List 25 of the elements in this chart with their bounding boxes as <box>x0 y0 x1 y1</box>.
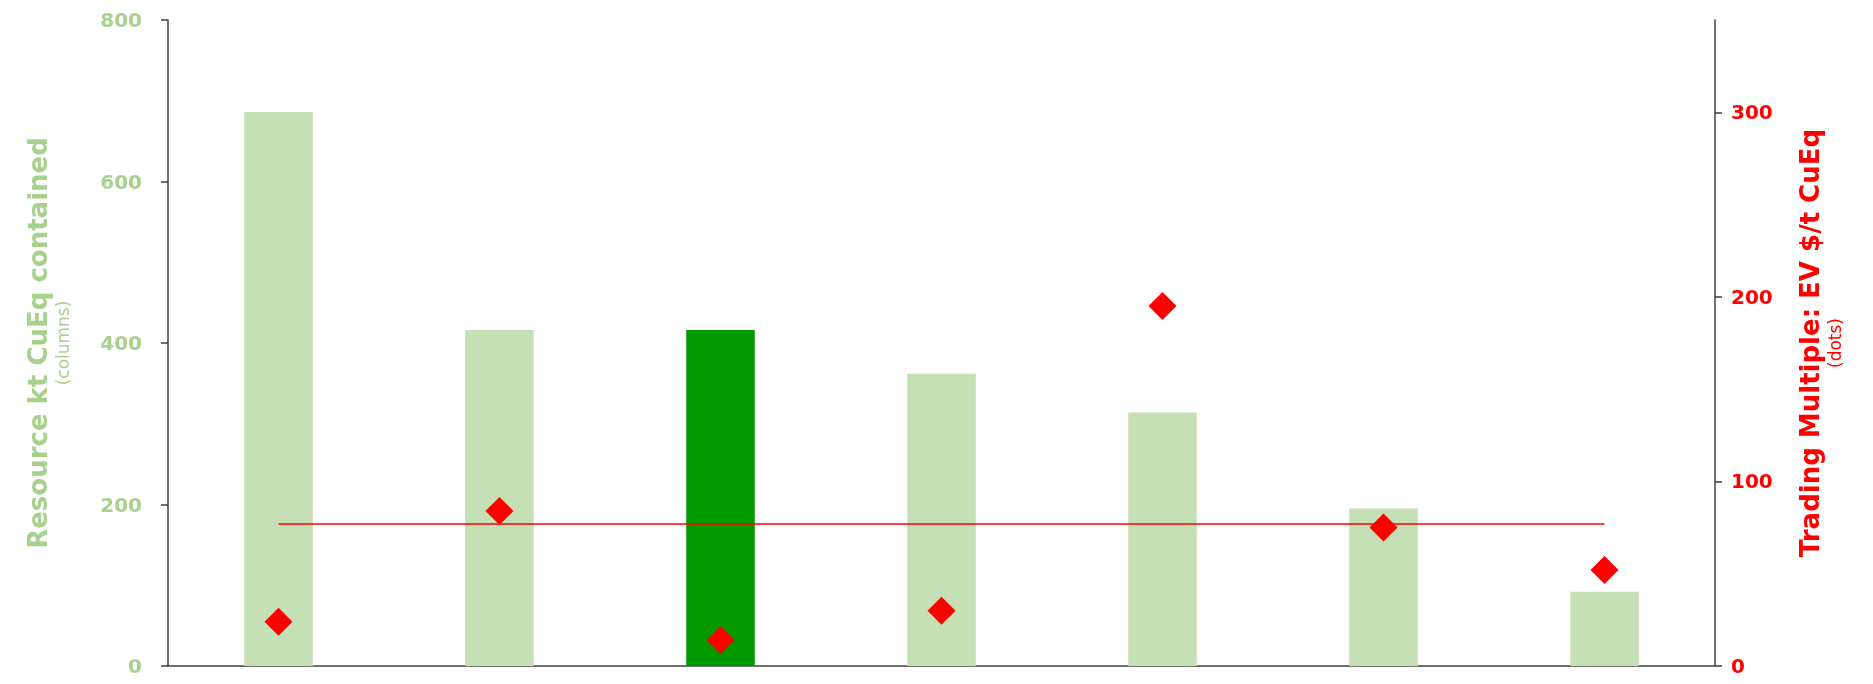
y2-tick-label: 100 <box>1731 469 1773 494</box>
y-tick-label: 200 <box>100 492 142 517</box>
point <box>1369 513 1398 542</box>
y-tick-label: 600 <box>100 169 142 194</box>
bar <box>465 330 534 666</box>
bar <box>244 112 313 666</box>
point <box>1590 556 1619 585</box>
y2-axis-title: Trading Multiple: EV $/t CuEq (dots) <box>1795 128 1845 558</box>
y2-tick-label: 0 <box>1731 654 1745 678</box>
bar <box>907 373 976 666</box>
point <box>927 596 956 625</box>
bar <box>1128 412 1197 666</box>
y-tick-label: 800 <box>100 8 142 32</box>
y-axis-title: Resource kt CuEq contained (columns) <box>23 137 73 549</box>
point <box>706 626 735 655</box>
bar <box>1349 508 1418 666</box>
y-tick-label: 0 <box>128 654 142 678</box>
point <box>264 607 293 636</box>
y-tick-label: 400 <box>100 331 142 355</box>
point <box>1148 292 1177 321</box>
y2-tick-label: 300 <box>1731 100 1773 125</box>
point <box>485 496 514 525</box>
y2-tick-label: 200 <box>1731 284 1773 309</box>
bar <box>686 330 755 666</box>
bar <box>1570 591 1639 666</box>
